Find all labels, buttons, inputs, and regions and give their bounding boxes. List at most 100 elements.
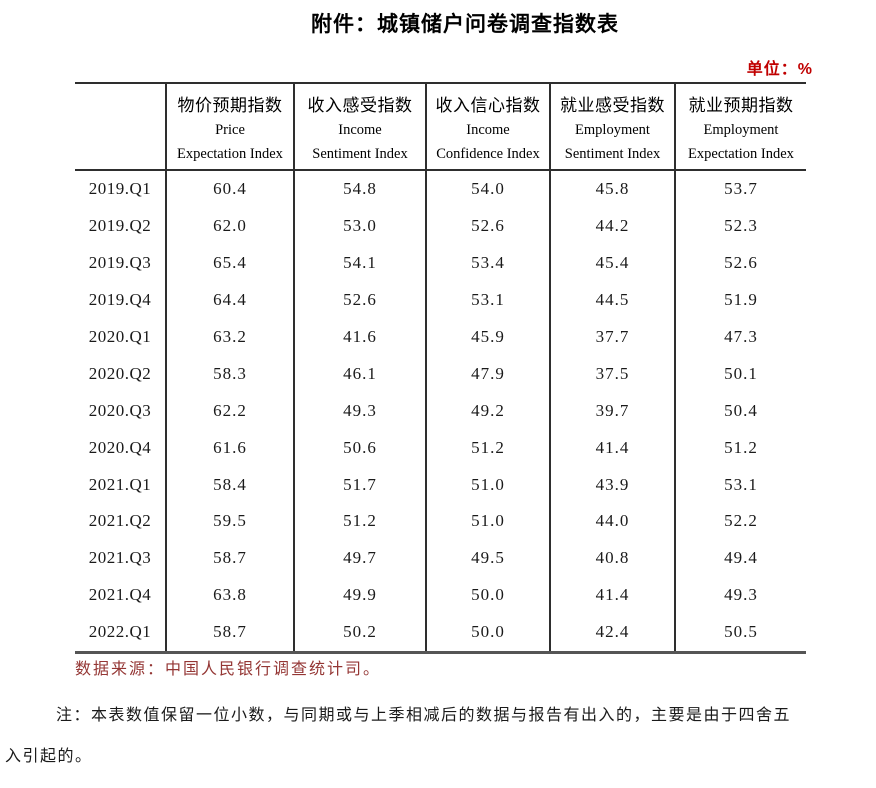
value-cell: 44.2	[549, 207, 675, 245]
value-cell: 49.2	[425, 392, 550, 430]
value-cell: 50.0	[425, 576, 550, 614]
page-title: 附件：城镇储户问卷调查指数表	[311, 13, 619, 36]
column-header-en-2: Expectation Index	[177, 145, 283, 162]
value-cell: 40.8	[549, 539, 675, 577]
value-cell: 53.0	[293, 207, 426, 245]
value-cell: 41.4	[549, 429, 675, 467]
value-cell: 53.4	[425, 244, 550, 282]
table-header-row: 物价预期指数 Price Expectation Index 收入感受指数 Income…	[75, 83, 806, 171]
value-cell: 51.2	[293, 503, 426, 540]
table-row: 2019.Q3 65.4 54.1 53.4 45.4 52.6	[75, 244, 806, 282]
value-cell: 50.1	[674, 355, 806, 393]
data-source-note: 数据来源：中国人民银行调查统计司。	[75, 661, 382, 678]
value-cell: 58.3	[165, 355, 294, 393]
rounding-note-line-2: 入引起的。	[5, 748, 93, 765]
value-cell: 45.4	[549, 244, 675, 282]
period-cell: 2019.Q3	[88, 253, 152, 273]
column-header-en-2: Expectation Index	[688, 145, 794, 162]
table-row: 2021.Q1 58.4 51.7 51.0 43.9 53.1	[75, 466, 806, 504]
column-header-en-1: Income	[338, 122, 382, 138]
value-cell: 51.0	[425, 466, 550, 504]
period-cell: 2021.Q3	[88, 548, 152, 568]
column-header-zh: 物价预期指数	[177, 95, 283, 115]
value-cell: 58.4	[165, 466, 294, 504]
period-cell: 2021.Q4	[88, 585, 152, 605]
value-cell: 61.6	[165, 429, 294, 467]
value-cell: 42.4	[549, 613, 675, 653]
column-header: 就业预期指数 Employment Expectation Index	[674, 83, 806, 171]
unit-label: 单位：%	[746, 61, 813, 78]
value-cell: 41.6	[293, 318, 426, 356]
table-row: 2020.Q2 58.3 46.1 47.9 37.5 50.1	[75, 355, 806, 393]
table-row: 2021.Q2 59.5 51.2 51.0 44.0 52.2	[75, 503, 806, 540]
value-cell: 43.9	[549, 466, 675, 504]
value-cell: 64.4	[165, 281, 294, 319]
value-cell: 52.3	[674, 207, 806, 245]
value-cell: 44.0	[549, 503, 675, 540]
table-row: 2021.Q3 58.7 49.7 49.5 40.8 49.4	[75, 539, 806, 577]
value-cell: 51.7	[293, 466, 426, 504]
value-cell: 50.6	[293, 429, 426, 467]
value-cell: 37.5	[549, 355, 675, 393]
value-cell: 62.2	[165, 392, 294, 430]
value-cell: 47.3	[674, 318, 806, 356]
value-cell: 39.7	[549, 392, 675, 430]
table-row: 2019.Q1 60.4 54.8 54.0 45.8 53.7	[75, 170, 806, 208]
table-row: 2021.Q4 63.8 49.9 50.0 41.4 49.3	[75, 576, 806, 614]
column-header-en-2: Confidence Index	[436, 145, 540, 162]
value-cell: 49.5	[425, 539, 550, 577]
period-cell: 2020.Q3	[88, 400, 152, 420]
period-cell: 2020.Q2	[88, 363, 152, 383]
period-cell: 2021.Q2	[88, 511, 152, 531]
value-cell: 49.3	[293, 392, 426, 430]
value-cell: 50.5	[674, 613, 806, 653]
value-cell: 45.8	[549, 170, 675, 208]
value-cell: 52.2	[674, 503, 806, 540]
table-body: 2019.Q1 60.4 54.8 54.0 45.8 53.7 2019.Q2 62.0 53…	[75, 170, 806, 653]
column-header-en-1: Price	[215, 122, 245, 138]
value-cell: 49.7	[293, 539, 426, 577]
value-cell: 47.9	[425, 355, 550, 393]
value-cell: 51.2	[674, 429, 806, 467]
value-cell: 54.0	[425, 170, 550, 208]
column-header: 收入感受指数 Income Sentiment Index	[293, 83, 426, 171]
value-cell: 58.7	[165, 539, 294, 577]
column-header-en-2: Sentiment Index	[564, 145, 661, 162]
table-row: 2019.Q4 64.4 52.6 53.1 44.5 51.9	[75, 281, 806, 319]
column-header-en-1: Employment	[575, 122, 650, 138]
value-cell: 45.9	[425, 318, 550, 356]
value-cell: 63.2	[165, 318, 294, 356]
column-header: 就业感受指数 Employment Sentiment Index	[549, 83, 675, 171]
period-cell: 2019.Q2	[88, 216, 152, 236]
value-cell: 53.1	[425, 281, 550, 319]
rounding-note-line-1: 注：本表数值保留一位小数，与同期或与上季相减后的数据与报告有出入的，主要是由于四…	[56, 707, 792, 724]
value-cell: 53.1	[674, 466, 806, 504]
period-cell: 2021.Q1	[88, 474, 152, 494]
column-header-zh: 收入感受指数	[307, 95, 413, 115]
value-cell: 51.9	[674, 281, 806, 319]
table-row: 2020.Q4 61.6 50.6 51.2 41.4 51.2	[75, 429, 806, 467]
value-cell: 51.2	[425, 429, 550, 467]
value-cell: 49.9	[293, 576, 426, 614]
value-cell: 54.8	[293, 170, 426, 208]
corner-cell	[75, 83, 166, 171]
period-cell: 2020.Q1	[88, 327, 152, 346]
column-header: 物价预期指数 Price Expectation Index	[165, 83, 294, 171]
value-cell: 41.4	[549, 576, 675, 614]
column-header-en-1: Employment	[703, 122, 779, 138]
period-cell: 2019.Q4	[88, 290, 152, 310]
value-cell: 49.3	[674, 576, 806, 614]
survey-index-table: 物价预期指数 Price Expectation Index 收入感受指数 Income…	[75, 82, 806, 654]
value-cell: 58.7	[165, 613, 294, 653]
value-cell: 46.1	[293, 355, 426, 393]
value-cell: 65.4	[165, 244, 294, 282]
column-header-zh: 就业感受指数	[560, 95, 665, 115]
period-cell: 2019.Q1	[88, 179, 152, 199]
value-cell: 63.8	[165, 576, 294, 614]
value-cell: 50.2	[293, 613, 426, 653]
value-cell: 54.1	[293, 244, 426, 282]
value-cell: 50.4	[674, 392, 806, 430]
value-cell: 60.4	[165, 170, 294, 208]
table-row: 2022.Q1 58.7 50.2 50.0 42.4 50.5	[75, 613, 806, 653]
value-cell: 51.0	[425, 503, 550, 540]
